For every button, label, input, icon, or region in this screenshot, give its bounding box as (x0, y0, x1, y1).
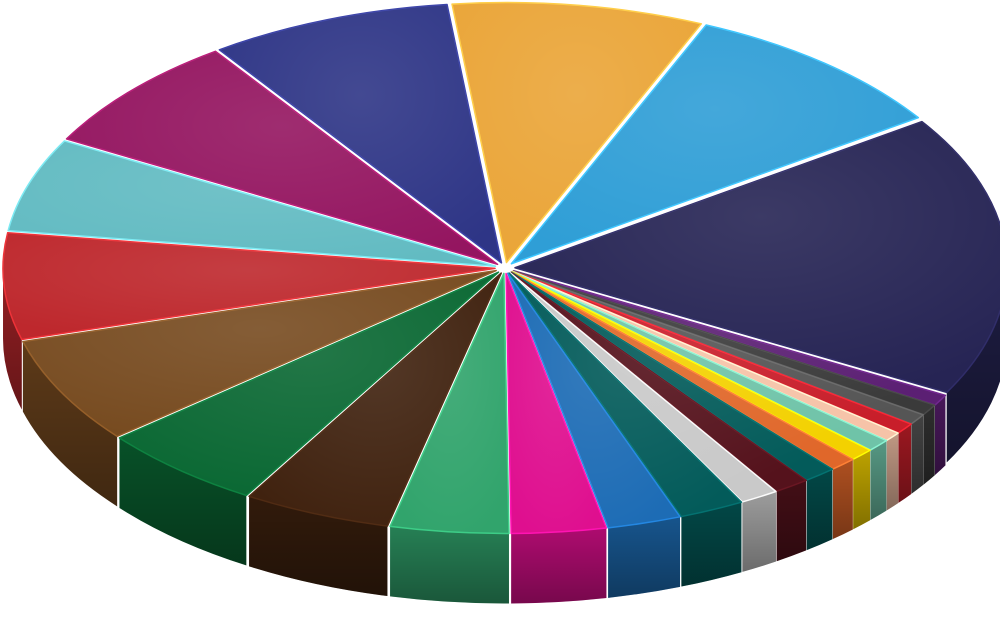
pie-slice-side-shade-4 (911, 414, 924, 494)
pie-slice-side-shade-10 (806, 469, 833, 551)
pie-tops (2, 1, 1000, 535)
pie-slice-side-shade-8 (853, 450, 871, 530)
pie-slice-gloss-9 (511, 272, 853, 470)
pie-slice-gloss-12 (510, 272, 776, 502)
pie-slice-side-shade-2 (934, 395, 946, 476)
pie-slice-side-shade-1 (946, 311, 1000, 463)
pie-slice-gloss-14 (507, 273, 681, 528)
pie-slice-gloss-18 (119, 272, 499, 496)
pie-slice-gloss-10 (511, 272, 833, 481)
pie-slice-side-shade-16 (390, 526, 509, 604)
pie-slice-side-shade-7 (870, 440, 887, 521)
pie-slice-side-shade-15 (511, 528, 607, 604)
pie-slice-gloss-19 (22, 270, 497, 437)
pie-slice-gloss-5 (512, 271, 912, 433)
pie-slice-side-shade-14 (608, 516, 681, 598)
pie-slice-gloss-2 (513, 270, 946, 406)
pie-slice-gloss-23 (219, 4, 502, 263)
pie-slice-side-shade-9 (832, 459, 853, 540)
pie-slice-gloss-8 (512, 271, 871, 460)
pie-slice-gloss-1 (514, 121, 1000, 393)
pie-slice-gloss-22 (66, 51, 498, 265)
pie-slice-side-shade-5 (898, 424, 912, 503)
pie-slice-side-shade-13 (681, 502, 742, 587)
pie-slice-gloss-16 (390, 273, 509, 534)
pie-slice-side-shade-19 (22, 341, 118, 507)
pie-slice-side-shade-18 (119, 437, 247, 566)
pie-slice-gloss-20 (3, 232, 496, 340)
pie-slice-gloss-24 (452, 2, 702, 263)
pie-slice-side-shade-20 (3, 268, 22, 410)
pie-slice-gloss-17 (249, 273, 502, 527)
pie-slice-gloss-13 (509, 273, 742, 517)
pie-slice-gloss-3 (513, 270, 935, 415)
pie-slice-side-shade-6 (886, 433, 899, 511)
pie-slice-gloss-21 (8, 140, 496, 267)
pie-slice-side-shade-3 (923, 405, 935, 485)
pie-slice-gloss-11 (510, 272, 807, 492)
pie-slice-gloss-7 (512, 271, 887, 451)
pie-slice-side-shade-12 (742, 491, 776, 572)
pie-slice-side-shade-11 (776, 480, 807, 562)
pie-sides (3, 268, 1000, 604)
pie-slice-gloss-25 (511, 25, 919, 264)
pie-slice-gloss-15 (506, 273, 607, 534)
pie-slice-gloss-6 (512, 271, 899, 441)
pie-slice-gloss-4 (513, 271, 924, 424)
